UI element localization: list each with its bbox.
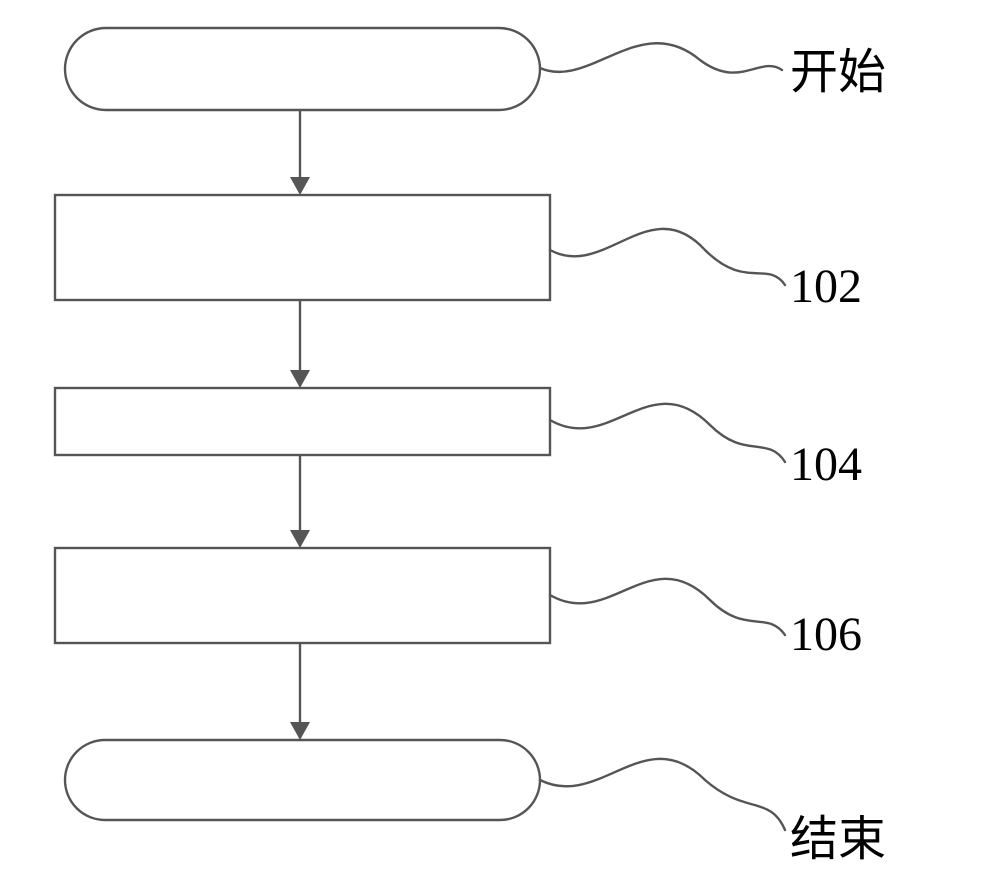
- callout-line: [540, 759, 785, 830]
- flow-node-n106: [55, 548, 550, 643]
- node-label-n104: 104: [790, 438, 862, 491]
- arrowhead-icon: [290, 722, 310, 740]
- callout-line: [540, 43, 782, 72]
- flowchart-canvas: 开始 102 104 106 结束: [0, 0, 1000, 883]
- flow-node-end: [65, 740, 540, 820]
- node-label-n102: 102: [790, 260, 862, 313]
- node-label-start: 开始: [790, 46, 886, 99]
- node-label-n106: 106: [790, 608, 862, 661]
- flow-node-n104: [55, 388, 550, 455]
- callout-line: [550, 579, 785, 635]
- arrowhead-icon: [290, 530, 310, 548]
- flow-node-n102: [55, 195, 550, 300]
- flow-node-start: [65, 28, 540, 110]
- arrowhead-icon: [290, 177, 310, 195]
- node-label-end: 结束: [790, 813, 886, 866]
- callout-line: [550, 404, 785, 462]
- arrowhead-icon: [290, 370, 310, 388]
- callout-line: [550, 229, 785, 285]
